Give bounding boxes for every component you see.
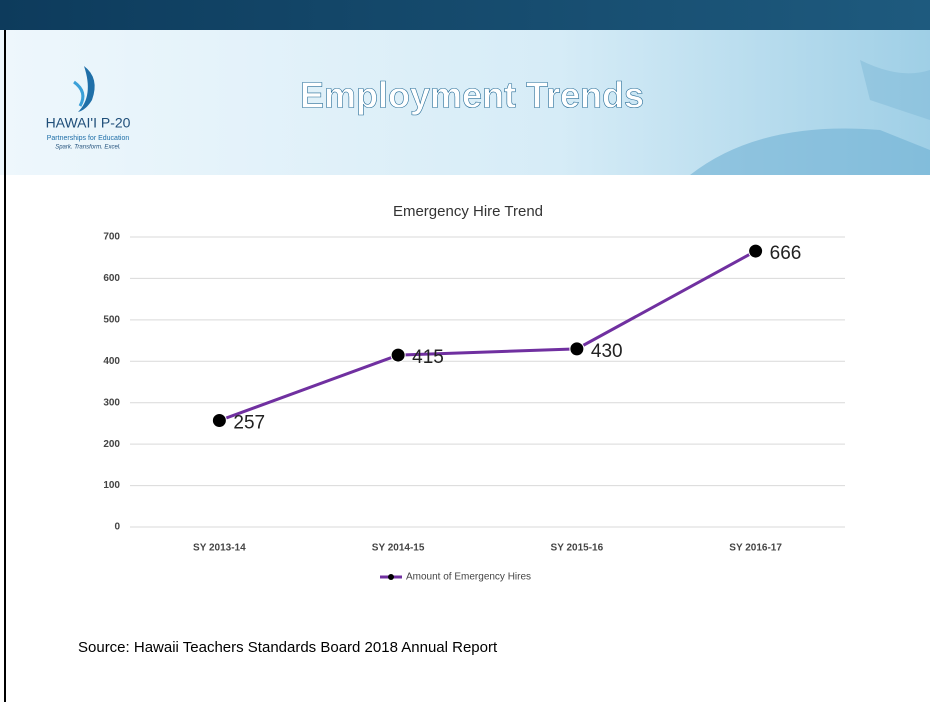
data-label: 430 xyxy=(591,341,623,362)
logo-name: HAWAI'I P-20 xyxy=(46,115,131,131)
legend-label: Amount of Emergency Hires xyxy=(406,572,531,583)
top-bar xyxy=(0,0,930,30)
y-tick-label: 700 xyxy=(103,232,120,243)
data-label: 257 xyxy=(233,413,265,434)
x-tick-label: SY 2015-16 xyxy=(551,543,604,554)
logo-tagline: Spark. Transform. Excel. xyxy=(55,145,121,151)
legend-swatch xyxy=(388,574,394,580)
logo-tagline: Partnerships for Education xyxy=(47,135,130,142)
data-label: 666 xyxy=(770,243,802,264)
x-tick-label: SY 2014-15 xyxy=(372,543,425,554)
data-point xyxy=(569,341,585,357)
header-decoration xyxy=(860,60,930,120)
data-label: 415 xyxy=(412,347,444,368)
source-note: Source: Hawaii Teachers Standards Board … xyxy=(78,639,498,656)
y-tick-label: 0 xyxy=(114,522,120,533)
series-line xyxy=(218,249,757,422)
y-tick-label: 200 xyxy=(103,439,120,450)
x-tick-label: SY 2013-14 xyxy=(193,543,246,554)
data-point xyxy=(748,243,764,259)
slide-title: Employment Trends xyxy=(300,75,644,116)
logo-icon xyxy=(78,66,95,112)
y-tick-label: 500 xyxy=(103,314,120,325)
header-decoration xyxy=(690,128,930,175)
data-point xyxy=(390,347,406,363)
logo-icon xyxy=(73,80,85,107)
y-tick-label: 600 xyxy=(103,273,120,284)
data-point xyxy=(211,413,227,429)
x-tick-label: SY 2016-17 xyxy=(729,543,782,554)
chart-title: Emergency Hire Trend xyxy=(393,203,543,220)
y-tick-label: 100 xyxy=(103,480,120,491)
y-tick-label: 300 xyxy=(103,397,120,408)
y-tick-label: 400 xyxy=(103,356,120,367)
